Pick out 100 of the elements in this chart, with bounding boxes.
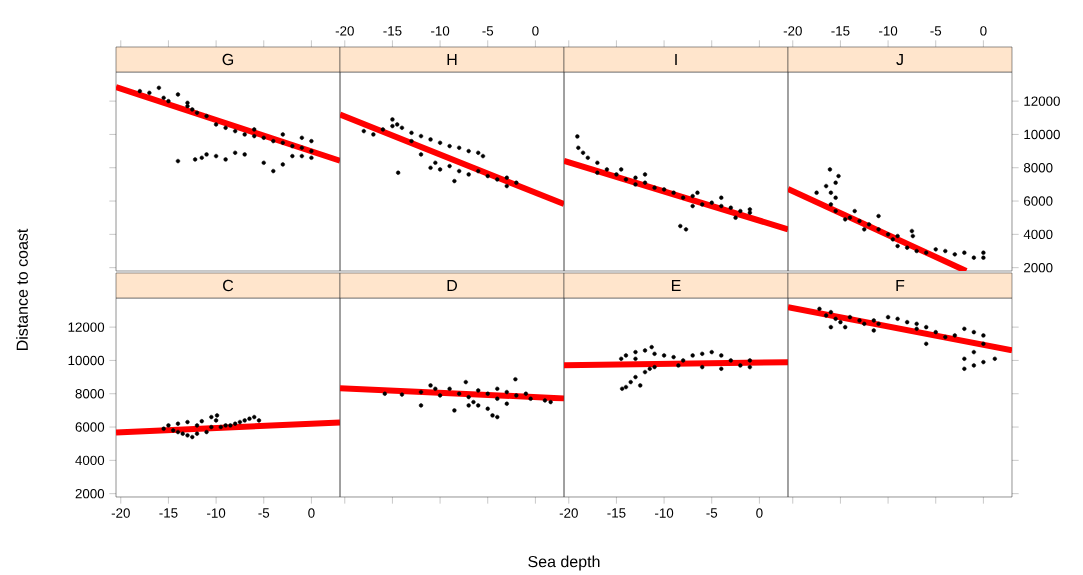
point [690,203,695,209]
point [452,178,457,184]
point [895,243,900,249]
point [213,153,219,159]
point [595,160,600,165]
point [683,227,689,232]
point [457,391,462,396]
point [981,250,986,255]
x-tick-label: -5 [482,26,494,36]
point [871,318,876,323]
point [895,233,900,239]
point [156,85,162,90]
x-tick-label: 0 [756,508,763,518]
point [513,377,518,382]
point [866,222,872,227]
point [885,315,891,320]
point [890,237,895,242]
point [495,414,500,420]
point [633,349,638,355]
x-tick-label: -20 [111,508,130,518]
point [476,403,481,408]
point [463,379,468,385]
point [514,180,519,185]
y-tick-label: 4000 [75,455,105,466]
point [981,255,986,260]
x-tick-label: -15 [159,508,178,518]
point [952,252,957,257]
point [233,150,238,155]
y-tick-label: 4000 [1023,229,1053,240]
x-tick-label: -20 [783,26,802,36]
point [719,366,724,371]
y-tick-label: 10000 [1024,129,1060,140]
point [299,135,305,140]
point [709,349,714,355]
point [747,207,753,212]
point [480,153,486,159]
point [495,396,500,401]
y-tick-label: 8000 [75,389,105,399]
y-tick-label: 6000 [75,422,105,432]
point [192,157,198,162]
point [485,406,490,411]
point [242,132,247,137]
point [495,386,500,391]
point [437,393,443,398]
point [256,418,262,423]
y-tick-label: 2000 [1024,262,1053,273]
point [242,152,247,157]
point [962,356,967,361]
point [981,341,986,346]
point [838,320,843,325]
point [194,423,200,428]
point [676,363,681,368]
point [992,356,997,361]
point [652,185,657,190]
point [147,90,152,95]
point [180,431,185,436]
point [924,341,929,346]
point [175,158,181,164]
point [428,137,433,142]
point [485,391,490,396]
point [309,155,314,160]
point [161,426,166,431]
x-tick-label: -15 [831,26,850,36]
point [409,138,414,144]
point [671,190,676,195]
point [619,356,624,361]
point [719,353,724,358]
point [457,145,462,150]
point [204,429,209,435]
point [504,183,509,189]
chart-title: G [222,53,234,66]
point [218,424,223,430]
point [633,356,638,361]
point [847,215,853,220]
point [575,134,580,139]
point [847,315,853,320]
point [514,393,519,398]
point [814,190,819,195]
point [642,348,648,353]
point [223,125,228,130]
y-tick-label: 12000 [1024,96,1060,106]
point [233,421,238,426]
point [476,150,481,155]
point [661,353,667,358]
x-tick-label: -5 [930,26,942,36]
point [700,202,705,207]
point [649,344,654,350]
point [418,133,424,139]
point [585,155,590,160]
point [199,155,204,160]
point [981,359,986,365]
point [361,128,366,134]
point [185,100,190,105]
point [828,202,834,207]
point [595,170,600,175]
point [857,318,862,323]
point [548,399,553,405]
point [833,180,838,185]
point [823,313,829,318]
point [214,413,220,418]
